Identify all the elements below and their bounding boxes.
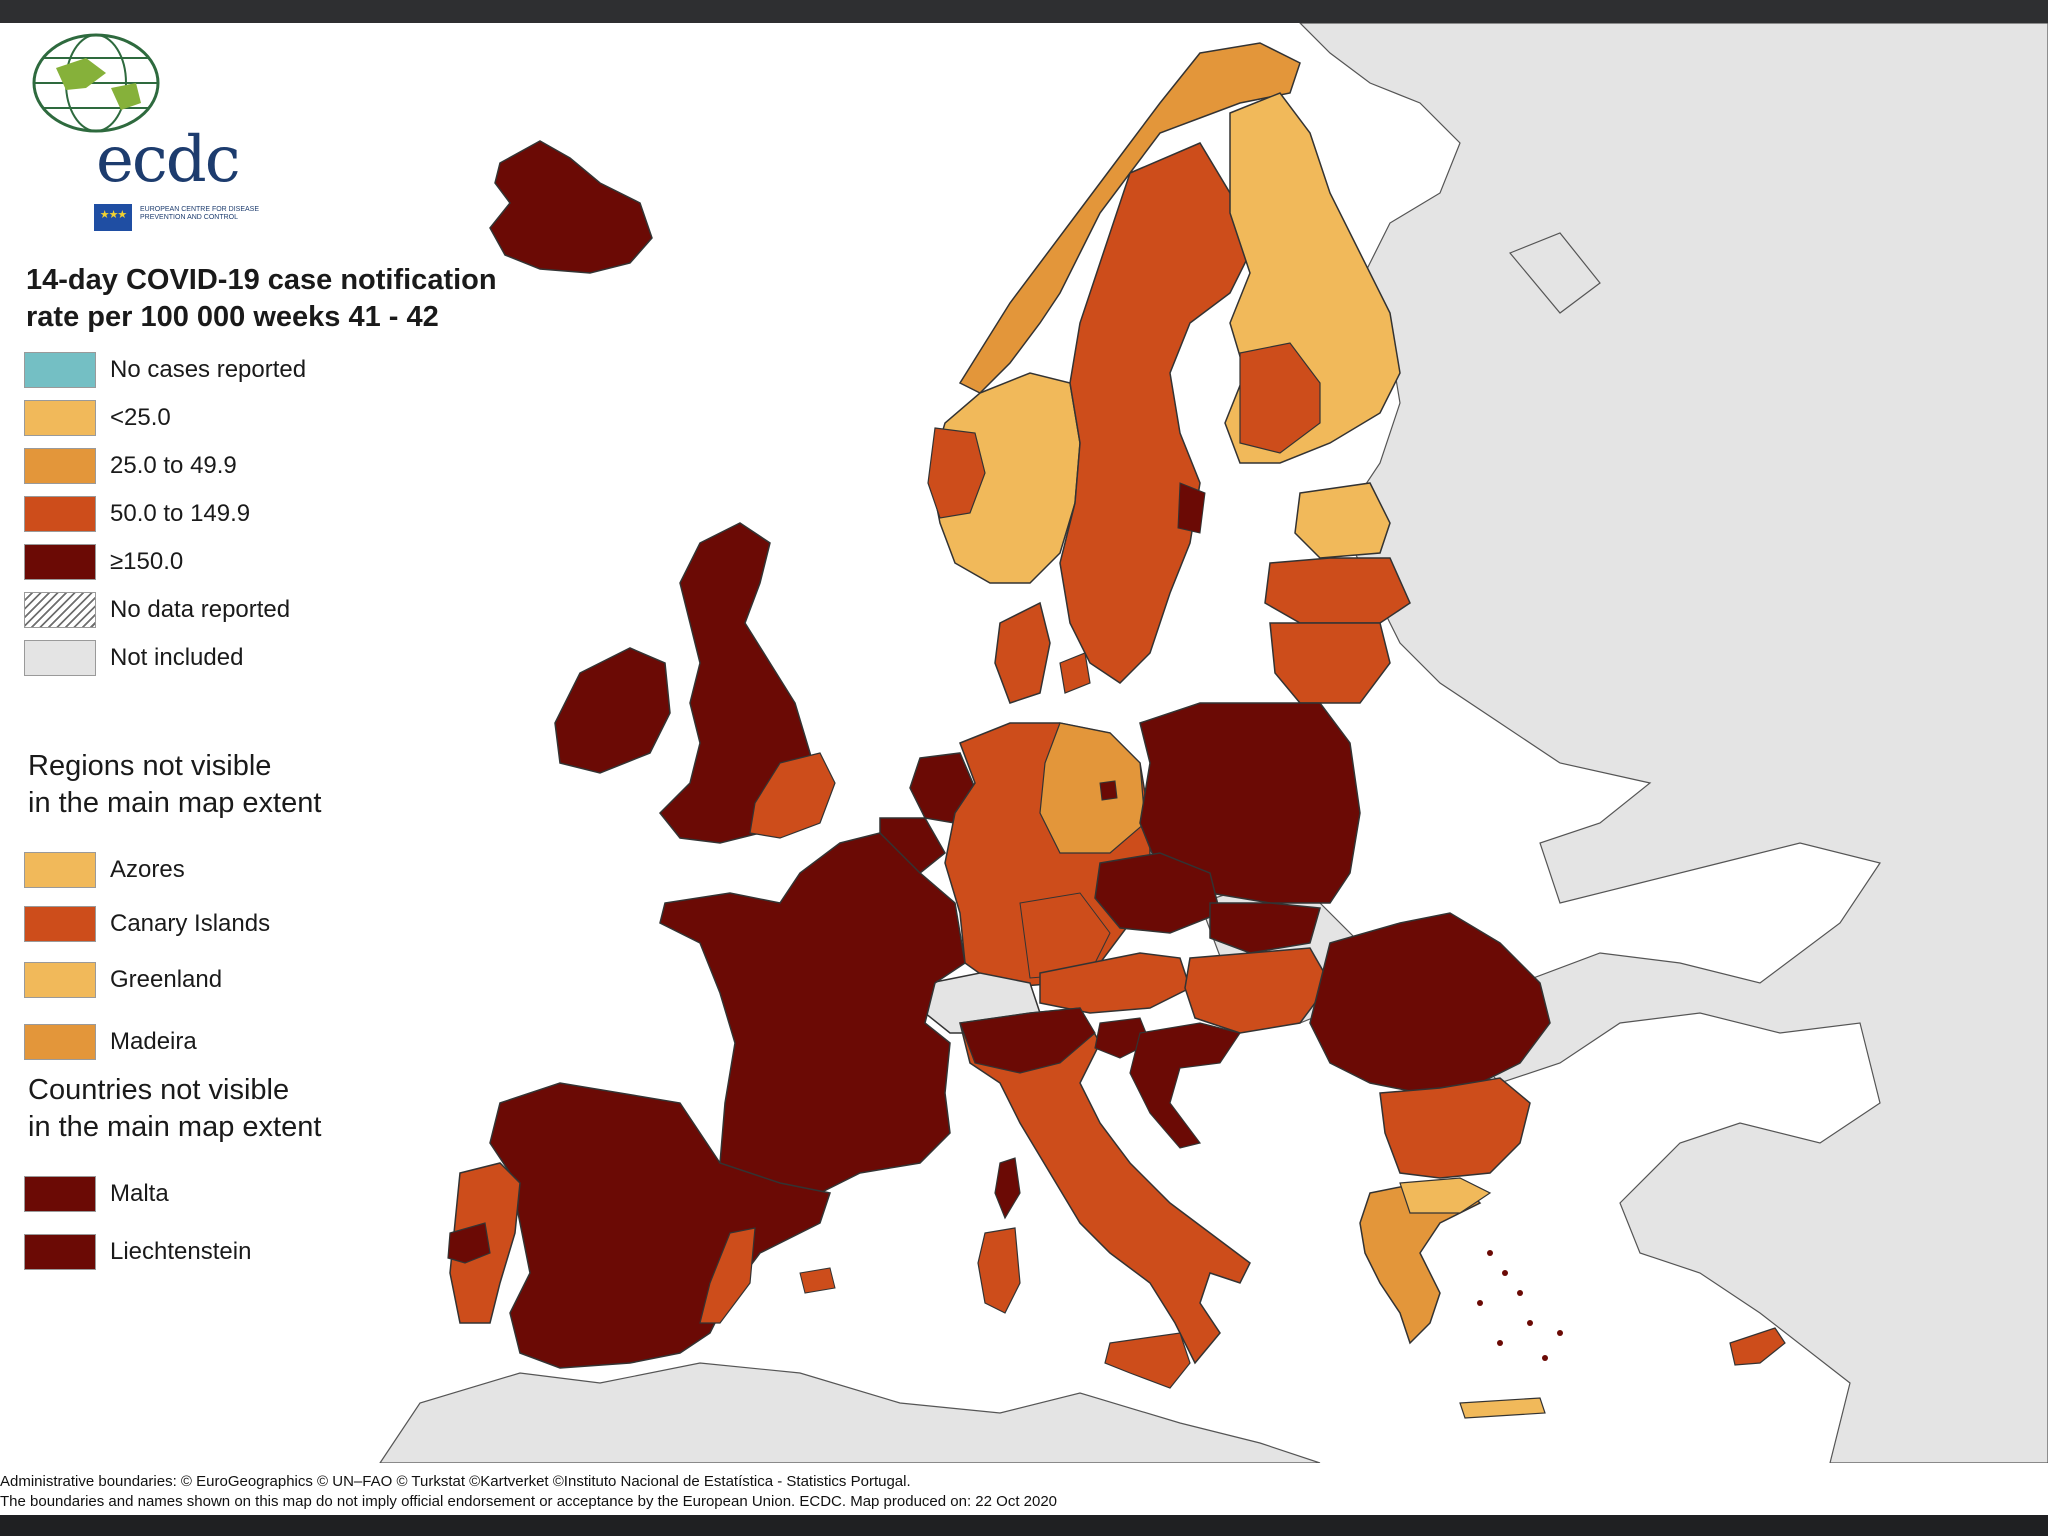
- sicily: [1104, 1332, 1191, 1389]
- legend-label: Not included: [110, 644, 244, 671]
- legend-label: Azores: [110, 856, 185, 883]
- window-bottom-bar: [0, 1515, 2048, 1536]
- legend-label: Liechtenstein: [110, 1238, 252, 1265]
- bulgaria: [1379, 1077, 1531, 1179]
- cyprus: [1729, 1327, 1786, 1366]
- finland-south: [1239, 342, 1321, 454]
- legend-item-gte150: ≥150.0: [24, 544, 424, 582]
- legend-item-no-cases: No cases reported: [24, 352, 424, 390]
- legend-item-25-49: 25.0 to 49.9: [24, 448, 424, 486]
- legend-swatch: [24, 640, 96, 676]
- ireland: [554, 647, 671, 774]
- legend-swatch: [24, 906, 96, 942]
- spain: [489, 1082, 831, 1369]
- legend-label: Malta: [110, 1180, 169, 1207]
- germany-berlin: [1099, 780, 1118, 801]
- spain-east: [699, 1227, 756, 1324]
- legend-swatch: [24, 962, 96, 998]
- region-item-canary-islands: Canary Islands: [24, 906, 424, 944]
- denmark: [994, 601, 1051, 704]
- eu-flag-icon: ★★★: [94, 204, 132, 231]
- country-item-malta: Malta: [24, 1176, 424, 1214]
- estonia: [1294, 482, 1391, 559]
- sweden-stockholm: [1177, 482, 1206, 534]
- iceland: [489, 140, 653, 274]
- croatia: [1129, 1022, 1241, 1149]
- hungary: [1184, 947, 1331, 1034]
- legend-label: 25.0 to 49.9: [110, 452, 237, 479]
- countries-section-title: Countries not visible in the main map ex…: [28, 1074, 322, 1143]
- greece-north: [1399, 1177, 1492, 1214]
- latvia: [1264, 557, 1411, 624]
- legend-item-no-data: No data reported: [24, 592, 424, 630]
- uk-southeast: [749, 752, 836, 839]
- legend-swatch: [24, 852, 96, 888]
- legend-swatch: [24, 1234, 96, 1270]
- legend-label: ≥150.0: [110, 548, 184, 575]
- germany-east: [1039, 722, 1146, 854]
- legend-swatch: [24, 448, 96, 484]
- legend-swatch: [24, 1024, 96, 1060]
- balearic-islands: [799, 1267, 836, 1294]
- legend-label: Canary Islands: [110, 910, 271, 937]
- legend-swatch: [24, 544, 96, 580]
- czechia: [1094, 852, 1221, 934]
- denmark-zealand: [1059, 652, 1091, 694]
- legend-item-50-149: 50.0 to 149.9: [24, 496, 424, 534]
- regions-section-title: Regions not visible in the main map exte…: [28, 750, 322, 819]
- ecdc-logo: ecdc ★★★ European Centre for Disease Pre…: [26, 28, 259, 231]
- sardinia: [977, 1227, 1021, 1314]
- legend-item-not-included: Not included: [24, 640, 424, 678]
- legend-label: Madeira: [110, 1028, 197, 1055]
- ecdc-wordmark: ecdc: [96, 123, 241, 197]
- slovakia: [1209, 902, 1321, 954]
- legend-swatch: [24, 1176, 96, 1212]
- italy-north: [959, 1007, 1096, 1074]
- globe-icon: [32, 33, 160, 133]
- europe-map: [0, 23, 2048, 1463]
- legend-label: 50.0 to 149.9: [110, 500, 251, 527]
- legend-label: <25.0: [110, 404, 171, 431]
- legend-label: No cases reported: [110, 356, 307, 383]
- legend-label: No data reported: [110, 596, 291, 623]
- legend-title: 14-day COVID-19 case notification rate p…: [26, 264, 497, 333]
- map-attribution: Administrative boundaries: © EuroGeograp…: [0, 1473, 1058, 1510]
- portugal-north: [447, 1222, 491, 1264]
- norway-north: [958, 42, 1301, 394]
- corsica: [994, 1157, 1021, 1220]
- norway-west: [927, 427, 986, 519]
- crete: [1459, 1397, 1546, 1419]
- aegean-islands: [1477, 1250, 1563, 1361]
- region-item-azores: Azores: [24, 852, 424, 890]
- legend-swatch: [24, 400, 96, 436]
- window-top-bar: [0, 0, 2048, 23]
- legend-swatch: [24, 352, 96, 388]
- region-item-madeira: Madeira: [24, 1024, 424, 1062]
- country-item-liechtenstein: Liechtenstein: [24, 1234, 424, 1272]
- region-item-greenland: Greenland: [24, 962, 424, 1000]
- ecdc-subtitle: European Centre for Disease Prevention a…: [140, 206, 260, 221]
- germany-bavaria: [1019, 892, 1111, 979]
- romania: [1309, 912, 1551, 1094]
- legend-swatch: [24, 592, 96, 628]
- sweden: [1059, 142, 1251, 684]
- italy: [959, 1007, 1251, 1365]
- legend-label: Greenland: [110, 966, 223, 993]
- lithuania: [1269, 622, 1391, 704]
- legend-item-lt25: <25.0: [24, 400, 424, 438]
- legend-swatch: [24, 496, 96, 532]
- poland: [1139, 702, 1361, 904]
